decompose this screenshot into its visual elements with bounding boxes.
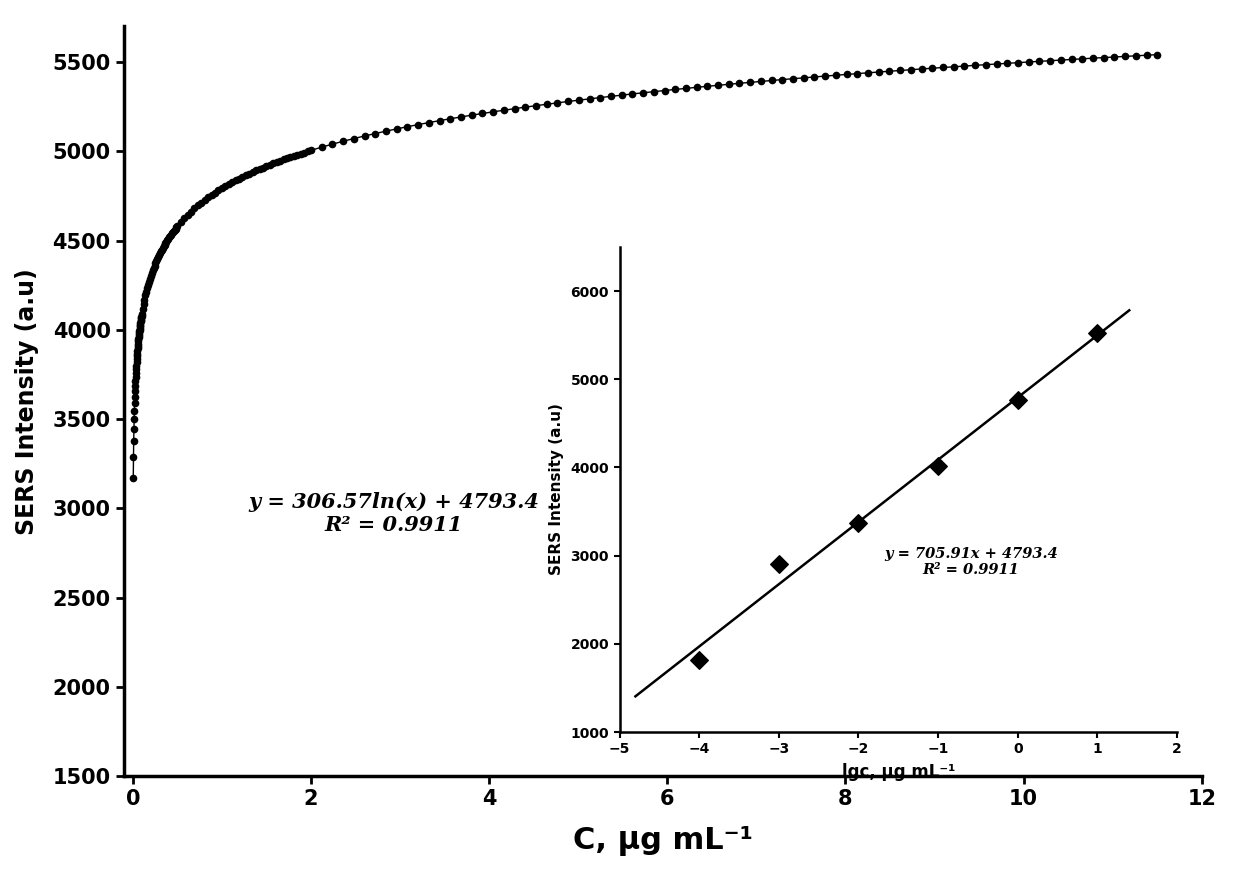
Text: y = 306.57ln(x) + 4793.4
R² = 0.9911: y = 306.57ln(x) + 4793.4 R² = 0.9911	[248, 492, 539, 535]
Point	[1088, 325, 1108, 340]
Point	[928, 459, 948, 473]
Point	[1007, 393, 1027, 407]
Point	[849, 516, 869, 530]
Y-axis label: SERS Intensity (a.u): SERS Intensity (a.u)	[549, 404, 564, 575]
X-axis label: C, μg mL⁻¹: C, μg mL⁻¹	[572, 826, 753, 856]
Y-axis label: SERS Intensity (a.u): SERS Intensity (a.u)	[15, 268, 38, 534]
X-axis label: lgc, μg mL⁻¹: lgc, μg mL⁻¹	[841, 764, 955, 781]
Point	[769, 557, 789, 572]
Point	[689, 653, 709, 667]
Text: y = 705.91x + 4793.4
R² = 0.9911: y = 705.91x + 4793.4 R² = 0.9911	[883, 547, 1058, 578]
